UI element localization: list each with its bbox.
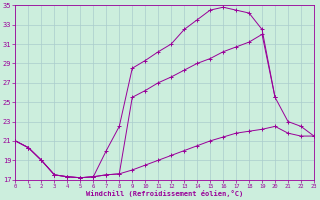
X-axis label: Windchill (Refroidissement éolien,°C): Windchill (Refroidissement éolien,°C) xyxy=(86,190,243,197)
